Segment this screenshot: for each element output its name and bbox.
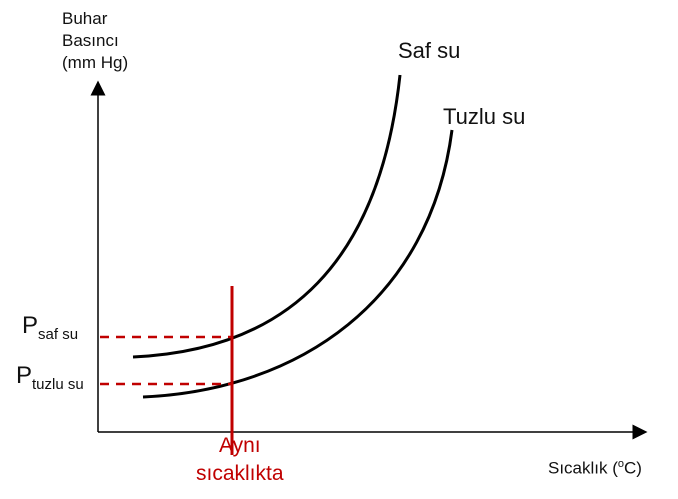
pure-water-curve xyxy=(132,74,402,359)
pure-pressure-symbol: P xyxy=(22,312,39,339)
same-temperature-label: Aynı sıcaklıkta xyxy=(196,432,284,488)
salt-pressure-label: Ptuzlu su xyxy=(16,362,84,393)
salt-water-curve xyxy=(142,129,454,399)
y-axis-label-line3: (mm Hg) xyxy=(62,53,129,72)
same-temperature-line1: Aynı xyxy=(218,434,261,457)
pure-pressure-subscript: saf su xyxy=(38,326,79,343)
same-temperature-line2: sıcaklıkta xyxy=(196,462,284,485)
pure-water-label: Saf su xyxy=(398,38,461,63)
salt-pressure-symbol: P xyxy=(16,362,33,389)
salt-water-label: Tuzlu su xyxy=(443,104,526,129)
pure-pressure-label: Psaf su xyxy=(22,312,78,343)
x-axis-degree: o xyxy=(617,458,625,470)
y-axis-label-line1: Buhar xyxy=(62,9,108,28)
x-axis-label-text: Sıcaklık ( xyxy=(548,458,618,478)
x-axis-label: Sıcaklık (oC) xyxy=(548,458,642,479)
x-axis-unit: C) xyxy=(624,458,642,478)
salt-pressure-subscript: tuzlu su xyxy=(32,376,84,393)
y-axis-label: Buhar Basıncı (mm Hg) xyxy=(62,8,128,74)
y-axis-label-line2: Basıncı xyxy=(62,31,119,50)
